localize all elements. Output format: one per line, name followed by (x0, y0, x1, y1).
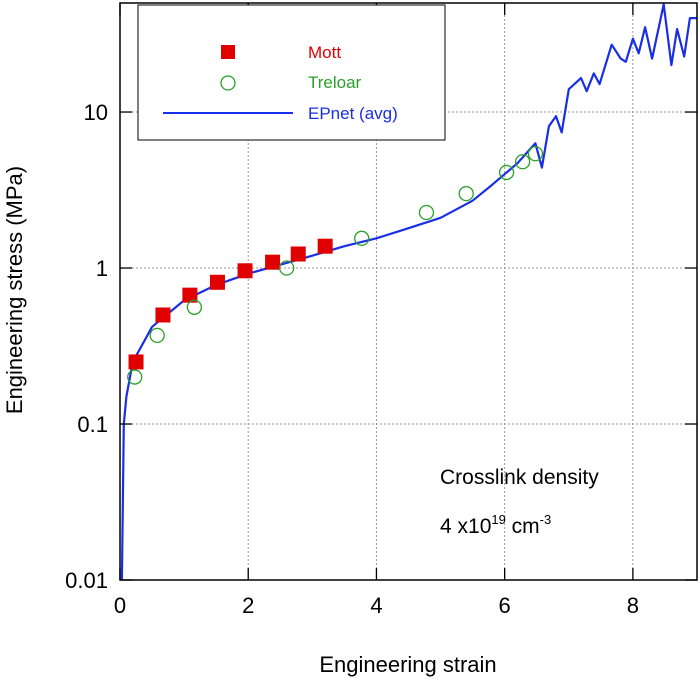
annotation-unit-exp: -3 (540, 512, 552, 527)
treloar-point (514, 154, 531, 170)
legend-treloar-marker (220, 75, 236, 91)
legend: Mott Treloar EPnet (avg) (137, 4, 446, 141)
x-tick-label: 8 (627, 593, 639, 618)
mott-point (237, 263, 253, 279)
y-tick-label: 10 (84, 100, 108, 125)
x-tick-label: 6 (499, 593, 511, 618)
treloar-point (127, 369, 143, 385)
series-layer (120, 3, 697, 580)
mott-point (128, 354, 144, 370)
treloar-point (149, 327, 165, 344)
treloar-point (527, 146, 544, 162)
mott-point (290, 246, 306, 262)
annotation-exp: 19 (491, 512, 505, 527)
x-tick-label: 4 (370, 593, 382, 618)
legend-box (137, 4, 446, 141)
treloar-point (279, 260, 295, 276)
ticks: 0 2 4 6 8 0.01 0.1 1 10 (65, 3, 697, 618)
plot-frame (119, 2, 698, 581)
legend-mott-marker (221, 45, 235, 59)
treloar-point (354, 230, 370, 246)
treloar-point (186, 299, 203, 315)
annotation-line1: Crosslink density (440, 466, 599, 489)
mott-point (317, 238, 333, 254)
treloar-point (418, 204, 435, 221)
y-tick-label: 0.1 (77, 412, 108, 437)
x-axis-label: Engineering strain (319, 652, 496, 677)
y-tick-label: 1 (96, 256, 108, 281)
mott-point (155, 307, 171, 323)
treloar-point (498, 164, 515, 181)
mott-point (265, 254, 281, 270)
y-tick-label: 0.01 (65, 568, 108, 593)
annotation-unit: cm (506, 515, 540, 538)
treloar-point (458, 185, 474, 202)
y-axis-label: Engineering stress (MPa) (2, 166, 27, 414)
legend-epnet-label: EPnet (avg) (308, 104, 398, 123)
mott-point (182, 287, 198, 303)
x-tick-label: 0 (114, 593, 126, 618)
annotation-base: 4 x10 (440, 515, 491, 538)
legend-mott-label: Mott (308, 43, 341, 62)
legend-treloar-label: Treloar (308, 73, 362, 92)
mott-point (209, 274, 225, 290)
annotation-line2: 4 x1019 cm-3 (440, 512, 551, 538)
x-tick-label: 2 (242, 593, 254, 618)
